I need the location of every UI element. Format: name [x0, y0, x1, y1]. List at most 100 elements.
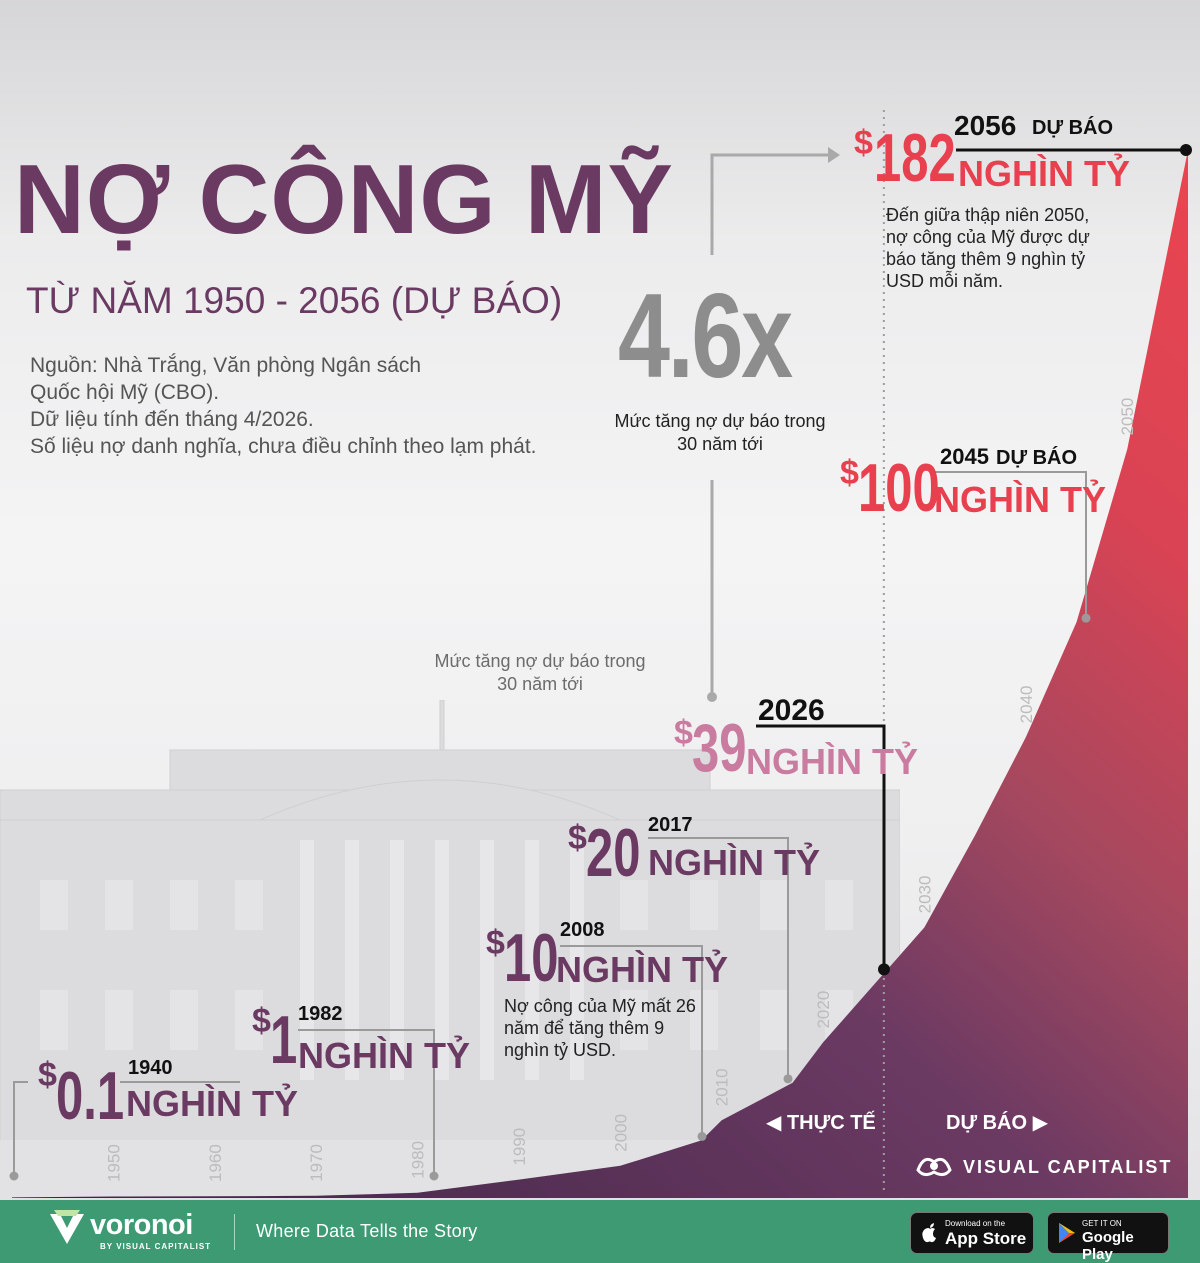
footer-divider: [234, 1214, 235, 1250]
currency-symbol: $: [38, 1056, 57, 1094]
x-axis-ticks: 1950 1960 1970 1980 1990 20002010202020302040…: [104, 398, 1137, 1182]
annotation-2056: Đến giữa thập niên 2050, nợ công của Mỹ …: [886, 204, 1090, 292]
x-tick-label: 2020: [814, 991, 833, 1029]
currency-symbol: $: [252, 1002, 271, 1040]
forecast-tag: DỰ BÁO: [996, 447, 1078, 469]
triangle-right-icon: ▶: [1027, 1112, 1048, 1134]
annotation-line: nợ công của Mỹ được dự: [886, 227, 1090, 247]
annotation-line: USD mỗi năm.: [886, 271, 1004, 291]
visual-capitalist-watermark: VISUAL CAPITALIST: [963, 1157, 1173, 1177]
debt-area: [12, 150, 1188, 1198]
note-line: Dữ liệu tính đến tháng 4/2026.: [30, 408, 314, 431]
annotation-line: Nợ công của Mỹ mất 26: [504, 996, 696, 1016]
year-label: 1982: [298, 1003, 343, 1025]
data-point-marker: [429, 1171, 439, 1181]
app-store-button[interactable]: Download on the App Store: [910, 1212, 1034, 1254]
x-tick-label: 1950: [104, 1144, 123, 1182]
note-line: Quốc hội Mỹ (CBO).: [30, 381, 220, 404]
source-notes: Nguồn: Nhà Trắng, Văn phòng Ngân sách Qu…: [30, 352, 537, 460]
data-point-marker: [1180, 144, 1192, 156]
leader-line: [648, 837, 789, 1079]
note-line: Nguồn: Nhà Trắng, Văn phòng Ngân sách: [30, 354, 422, 377]
unit-label: NGHÌN TỶ: [298, 1035, 471, 1076]
year-label: 2056: [954, 110, 1017, 141]
leader-line: [934, 471, 1087, 619]
leader-line: [756, 724, 886, 970]
annotation-line: năm để tăng thêm 9: [504, 1018, 665, 1038]
leader-line: [13, 1081, 28, 1176]
x-tick-label: 2000: [611, 1114, 630, 1152]
leader-line: [298, 1029, 435, 1176]
x-tick-label: 1980: [409, 1141, 428, 1179]
unit-label: NGHÌN TỶ: [648, 842, 821, 883]
google-play-label: Google Play: [1082, 1229, 1134, 1263]
data-points: [9, 144, 1192, 1181]
caption-line: 30 năm tới: [497, 674, 583, 694]
app-store-small-text: Download on the: [945, 1219, 1006, 1228]
voronoi-logo-icon: [50, 1210, 84, 1244]
multiplier-caption: Mức tăng nợ dự báo trong 30 năm tới: [590, 410, 850, 456]
google-play-button[interactable]: GET IT ON Google Play: [1047, 1212, 1169, 1263]
leader-line: [560, 945, 703, 1137]
x-tick-label: 2050: [1118, 398, 1137, 436]
annotation-line: Đến giữa thập niên 2050,: [886, 205, 1090, 225]
year-label: 2008: [560, 919, 605, 941]
voronoi-wordmark[interactable]: voronoi: [90, 1209, 193, 1241]
x-tick-label: 2010: [713, 1068, 732, 1106]
year-label: 2026: [758, 694, 825, 727]
annotation-line: báo tăng thêm 9 nghìn tỷ: [886, 249, 1086, 269]
currency-symbol: $: [840, 454, 859, 492]
data-point-marker: [783, 1074, 793, 1084]
value-label: 100: [858, 450, 940, 526]
currency-symbol: $: [568, 819, 587, 857]
multiplier-value: 4.6x: [618, 269, 793, 403]
x-tick-label: 2030: [915, 876, 934, 914]
unit-label: NGHÌN TỶ: [556, 949, 729, 990]
leader-lines: [13, 148, 1186, 1176]
unit-label: NGHÌN TỶ: [958, 153, 1131, 194]
value-label: 20: [586, 815, 641, 891]
caption-line: Mức tăng nợ dự báo trong: [434, 651, 646, 671]
value-label: 0.1: [56, 1058, 125, 1134]
multiplier-arrow: [707, 147, 840, 702]
caption-line: 30 năm tới: [677, 434, 763, 454]
page-title: NỢ CÔNG MỸ: [14, 144, 674, 254]
year-label: 1940: [128, 1057, 173, 1079]
note-line: Số liệu nợ danh nghĩa, chưa điều chỉnh t…: [30, 435, 537, 458]
currency-symbol: $: [486, 924, 505, 962]
footer-tagline: Where Data Tells the Story: [256, 1221, 478, 1241]
year-label: 2017: [648, 814, 693, 836]
data-point-marker: [878, 963, 890, 976]
data-point-marker: [1081, 613, 1091, 623]
annotation-line: nghìn tỷ USD.: [504, 1040, 617, 1060]
x-tick-label: 1970: [307, 1144, 326, 1182]
value-label: 1: [270, 1002, 298, 1078]
visual-capitalist-logo-icon: [916, 1157, 952, 1177]
forecast-tag: DỰ BÁO: [1032, 117, 1114, 139]
app-store-label: App Store: [945, 1229, 1027, 1248]
infographic-canvas: 1950 1960 1970 1980 1990 2000 2010 2020 2030 2040…: [0, 0, 1200, 1200]
currency-symbol: $: [674, 714, 693, 752]
year-label: 2045: [940, 444, 989, 469]
value-label: 10: [504, 920, 559, 996]
ghost-caption: Mức tăng nợ dự báo trong 30 năm tới: [405, 650, 675, 696]
apple-icon: [922, 1223, 936, 1243]
x-tick-label: 1960: [206, 1144, 225, 1182]
triangle-left-icon: ◀: [766, 1112, 787, 1134]
legend-forecast-label: DỰ BÁO: [946, 1112, 1028, 1134]
x-tick-label: 2040: [1017, 686, 1036, 724]
legend-forecast: DỰ BÁO ▶: [946, 1110, 1048, 1135]
data-point-marker: [9, 1171, 19, 1181]
page-subtitle: TỪ NĂM 1950 - 2056 (DỰ BÁO): [26, 280, 563, 321]
google-play-icon: [1059, 1223, 1075, 1243]
currency-symbol: $: [854, 124, 873, 162]
legend-actual: ◀ THỰC TẾ: [766, 1110, 876, 1135]
voronoi-byline: BY VISUAL CAPITALIST: [100, 1242, 212, 1251]
debt-area-chart: 1950 1960 1970 1980 1990 20002010202020302040…: [9, 110, 1192, 1198]
unit-label: NGHÌN TỶ: [126, 1083, 299, 1124]
value-label: 39: [692, 710, 747, 786]
annotation-2008: Nợ công của Mỹ mất 26 năm để tăng thêm 9…: [504, 995, 696, 1061]
value-label: 182: [874, 120, 956, 196]
caption-line: Mức tăng nợ dự báo trong: [614, 411, 826, 431]
unit-label: NGHÌN TỶ: [934, 479, 1107, 520]
